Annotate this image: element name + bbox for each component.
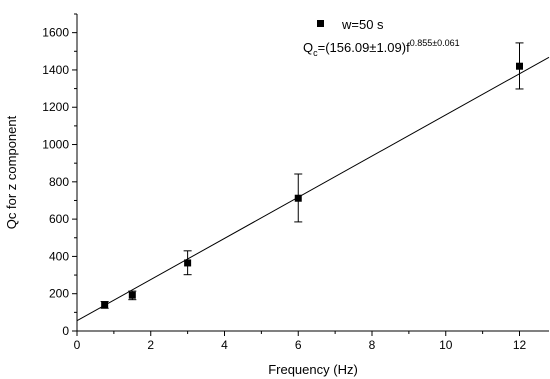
data-point (184, 259, 192, 267)
x-tick-label: 10 (439, 338, 453, 352)
x-tick-label: 6 (295, 338, 302, 352)
eq-exponent: 0.855±0.061 (410, 38, 460, 48)
y-axis-title: Qc for z component (4, 115, 19, 229)
legend-marker (317, 20, 324, 27)
data-point (101, 301, 109, 309)
legend: w=50 s (317, 17, 384, 32)
x-tick-label: 8 (369, 338, 376, 352)
x-axis: 0 2 4 6 8 10 12 (74, 331, 527, 352)
data-point (294, 194, 302, 202)
eq-subscript: c (313, 48, 318, 58)
eq-body: =(156.09±1.09)f (318, 40, 410, 55)
x-tick-label: 2 (147, 338, 154, 352)
fit-equation-annotation: Qc=(156.09±1.09)f0.855±0.061 (303, 38, 460, 58)
legend-label: w=50 s (341, 17, 384, 32)
data-point-layer (101, 62, 523, 309)
x-tick-label: 4 (221, 338, 228, 352)
error-bar-layer (100, 42, 524, 309)
x-tick-label: 12 (513, 338, 527, 352)
fit-line (76, 56, 550, 322)
y-tick-label: 200 (49, 287, 69, 301)
y-tick-label: 600 (49, 212, 69, 226)
y-tick-label: 1200 (42, 100, 69, 114)
data-point (516, 62, 523, 70)
eq-prefix: Q (303, 40, 313, 55)
plot-area (76, 14, 549, 332)
x-tick-label: 0 (74, 338, 81, 352)
y-tick-label: 400 (49, 249, 69, 263)
data-point (128, 291, 136, 299)
y-tick-label: 0 (62, 324, 69, 338)
y-tick-label: 800 (49, 175, 69, 189)
y-tick-label: 1600 (42, 26, 69, 40)
y-axis: 0 200 400 600 800 1000 1200 1400 1600 (42, 13, 77, 338)
x-axis-title: Frequency (Hz) (268, 362, 358, 377)
y-tick-label: 1400 (42, 63, 69, 77)
fit-line-layer (76, 56, 550, 322)
y-tick-label: 1000 (42, 138, 69, 152)
